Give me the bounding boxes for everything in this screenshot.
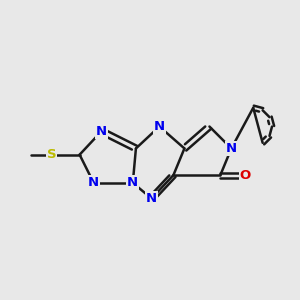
Text: N: N	[127, 176, 138, 189]
Text: N: N	[146, 192, 157, 205]
Text: S: S	[46, 148, 56, 161]
Text: N: N	[154, 120, 165, 133]
Text: O: O	[240, 169, 251, 182]
Text: N: N	[88, 176, 99, 189]
Text: N: N	[226, 142, 237, 155]
Text: N: N	[96, 125, 107, 138]
